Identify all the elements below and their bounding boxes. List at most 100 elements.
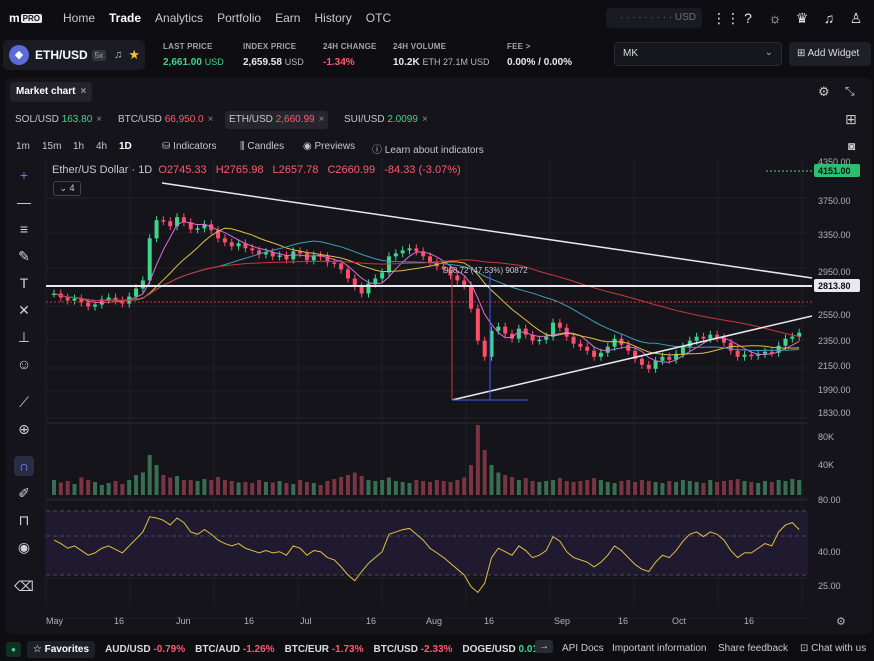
- pencil-lock-icon[interactable]: ✐: [18, 485, 30, 501]
- ticker-btc-eur[interactable]: BTC/EUR -1.73%: [284, 643, 364, 655]
- volume-bar: [380, 480, 385, 495]
- tab-btc-usd[interactable]: BTC/USD 66,950.0 ×: [118, 114, 214, 125]
- indicators-button[interactable]: ⛁ Indicators: [162, 141, 217, 152]
- notifications-bell-icon[interactable]: ♫: [823, 10, 835, 26]
- connection-status-dot: ●: [6, 641, 21, 657]
- trend-line-icon[interactable]: —: [17, 194, 31, 210]
- candle-body: [448, 269, 453, 276]
- tab-sui-usd[interactable]: SUI/USD 2.0099 ×: [344, 114, 428, 125]
- add-widget-button[interactable]: ⊞ Add Widget: [789, 42, 871, 66]
- candle-body: [469, 285, 474, 309]
- timeframe-1h[interactable]: 1h: [73, 141, 85, 152]
- api-docs-link[interactable]: API Docs: [562, 643, 604, 654]
- price-chart[interactable]: 908.72 (47.53%) 90872 4350.00 3750.00 3350.…: [6, 78, 872, 634]
- theme-sun-icon[interactable]: ☼: [768, 10, 782, 26]
- last-price-tag: 4151.00: [818, 166, 851, 176]
- nav-trade[interactable]: Trade: [109, 11, 142, 25]
- nav-home[interactable]: Home: [63, 11, 96, 25]
- text-tool-icon[interactable]: T: [19, 275, 29, 291]
- timeframe-4h[interactable]: 4h: [96, 141, 108, 152]
- timeframe-15m[interactable]: 15m: [42, 141, 62, 152]
- lock-icon[interactable]: ⊓: [18, 512, 30, 528]
- candle-body: [762, 351, 767, 354]
- visibility-icon[interactable]: ◉: [17, 539, 31, 555]
- volume-axis-label: 80K: [818, 432, 834, 442]
- trophy-icon[interactable]: ♛: [795, 10, 809, 26]
- zoom-in-icon[interactable]: ⊕: [18, 421, 30, 437]
- ticker-btc-aud[interactable]: BTC/AUD -1.26%: [195, 643, 275, 655]
- ticker-aud-usd[interactable]: AUD/USD -0.79%: [105, 643, 186, 655]
- logo[interactable]: m PRO: [9, 11, 43, 25]
- timeframe-1m[interactable]: 1m: [16, 141, 30, 152]
- fib-lines-icon[interactable]: ≡: [19, 221, 29, 237]
- timeframe-1d[interactable]: 1D: [119, 141, 132, 152]
- volume-bar: [537, 482, 542, 495]
- learn-indicators-link[interactable]: ⓘ Learn about indicators: [372, 145, 484, 156]
- volume-bar: [257, 480, 262, 495]
- pair-selector[interactable]: ◆ ETH/USD 5x ♫ ★: [3, 40, 145, 70]
- candle-body: [455, 275, 460, 281]
- trash-icon[interactable]: ⌫: [14, 578, 34, 594]
- brush-icon[interactable]: ✎: [18, 248, 30, 264]
- volume-bar: [783, 481, 788, 495]
- volume-bar: [633, 482, 638, 495]
- nav-otc[interactable]: OTC: [365, 11, 392, 25]
- volume-bar: [79, 477, 84, 495]
- time-axis-label: Sep: [554, 616, 570, 626]
- ticker-doge-usd[interactable]: DOGE/USD 0.01: [462, 643, 538, 655]
- volume-bar: [291, 484, 296, 495]
- tab-sol-usd[interactable]: SOL/USD 163.80 ×: [15, 114, 103, 125]
- tab-market-chart[interactable]: Market chart ×: [10, 82, 93, 102]
- nav-earn[interactable]: Earn: [275, 11, 301, 25]
- share-feedback-link[interactable]: Share feedback: [718, 643, 789, 654]
- account-select[interactable]: MK ⌄: [614, 42, 782, 66]
- volume-bar: [742, 481, 747, 495]
- time-axis-label: Jun: [176, 616, 191, 626]
- important-info-link[interactable]: Important information: [612, 643, 707, 654]
- nav-portfolio[interactable]: Portfolio: [217, 11, 262, 25]
- volume-bar: [52, 480, 56, 495]
- help-icon[interactable]: ?: [744, 10, 752, 26]
- chat-link[interactable]: ⊡ Chat with us: [800, 643, 867, 654]
- camera-icon[interactable]: ◙: [848, 139, 856, 153]
- alert-bell-icon[interactable]: ♫: [114, 49, 123, 61]
- layout-grid-icon[interactable]: ⊞: [845, 111, 857, 127]
- candles-button[interactable]: ⫼ Candles: [240, 141, 285, 152]
- nav-analytics[interactable]: Analytics: [155, 11, 204, 25]
- volume-bar: [277, 481, 282, 495]
- crosshair-icon[interactable]: +: [19, 167, 29, 183]
- favorite-star-icon[interactable]: ★: [128, 47, 141, 62]
- apps-grid-icon[interactable]: ⋮⋮: [712, 10, 740, 26]
- collapse-icon[interactable]: ⤡: [845, 84, 855, 98]
- pattern-icon[interactable]: ✕: [18, 302, 30, 318]
- candle-body: [441, 266, 446, 270]
- nav-history[interactable]: History: [314, 11, 352, 25]
- volume-bar: [304, 482, 309, 495]
- ticker-btc-usd[interactable]: BTC/USD -2.33%: [373, 643, 453, 655]
- moving-average-line: [53, 227, 800, 356]
- emoji-icon[interactable]: ☺: [16, 356, 32, 372]
- candle-body: [202, 224, 207, 229]
- candle-body: [482, 340, 487, 357]
- favorites-button[interactable]: ☆ Favorites: [26, 640, 96, 658]
- previews-button[interactable]: ◉ Previews: [303, 141, 356, 152]
- candle-body: [605, 346, 610, 353]
- indicator-legend-toggle[interactable]: ⌄ 4: [53, 181, 81, 196]
- tab-eth-usd[interactable]: ETH/USD 2,660.99 ×: [225, 111, 329, 129]
- account-balance[interactable]: · · · · · · · · · USD: [606, 8, 702, 28]
- candle-body: [551, 322, 556, 337]
- candle-body: [195, 228, 200, 230]
- settings-gear-icon[interactable]: ⚙: [818, 84, 830, 99]
- candle-body: [530, 334, 535, 341]
- magnet-icon[interactable]: ∩: [14, 456, 34, 476]
- close-tab-icon[interactable]: ×: [80, 86, 87, 97]
- stat-fee[interactable]: FEE > 0.00% / 0.00%: [507, 42, 573, 68]
- volume-bar: [557, 478, 562, 495]
- ruler-icon[interactable]: ⟋: [19, 394, 29, 410]
- user-profile-icon[interactable]: ♙: [849, 10, 863, 26]
- chevron-down-icon: ⌄: [764, 47, 773, 58]
- volume-bar: [120, 484, 125, 495]
- measure-icon[interactable]: ⊥: [17, 329, 31, 345]
- price-axis-label: 1990.00: [818, 385, 851, 395]
- scroll-right-arrow-icon[interactable]: →: [535, 640, 553, 653]
